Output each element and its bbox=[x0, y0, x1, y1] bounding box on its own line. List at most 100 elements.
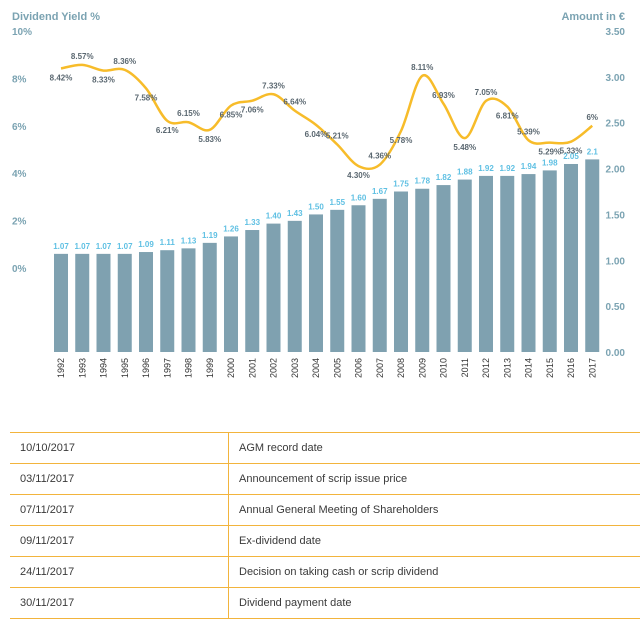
yield-label: 5.78% bbox=[390, 136, 413, 145]
amount-bar bbox=[266, 223, 281, 352]
x-tick-label: 1996 bbox=[141, 358, 151, 378]
x-tick-label: 2005 bbox=[332, 358, 342, 378]
amount-bar bbox=[585, 159, 600, 352]
amount-bar-label: 1.50 bbox=[308, 202, 324, 211]
yield-label: 5.21% bbox=[326, 132, 349, 141]
amount-bar bbox=[139, 252, 153, 352]
x-tick-label: 2016 bbox=[566, 358, 576, 378]
yield-label: 7.06% bbox=[241, 106, 264, 115]
yield-label: 8.36% bbox=[113, 57, 136, 66]
calendar-row: 07/11/2017 Annual General Meeting of Shar… bbox=[10, 494, 640, 526]
yield-label: 8.11% bbox=[411, 63, 433, 72]
yield-label: 5.48% bbox=[453, 143, 476, 152]
calendar-row: 30/11/2017 Dividend payment date bbox=[10, 587, 640, 619]
calendar-date: 07/11/2017 bbox=[10, 494, 229, 526]
left-tick-label: 4% bbox=[12, 169, 27, 180]
amount-bar-label: 1.07 bbox=[53, 242, 69, 251]
x-tick-label: 2015 bbox=[545, 358, 555, 378]
x-tick-label: 2014 bbox=[524, 358, 534, 378]
amount-bar-label: 1.67 bbox=[372, 187, 388, 196]
amount-bar-label: 1.07 bbox=[117, 242, 133, 251]
amount-bar-label: 1.82 bbox=[436, 173, 452, 182]
dividend-chart: Dividend Yield % Amount in € 10% 8% 6% 4% 2%… bbox=[12, 11, 626, 378]
x-tick-label: 1997 bbox=[162, 358, 172, 378]
x-tick-label: 1999 bbox=[205, 358, 215, 378]
amount-bar bbox=[500, 175, 515, 352]
amount-bars bbox=[54, 159, 600, 352]
amount-bar bbox=[479, 175, 493, 352]
yield-label: 6.21% bbox=[156, 126, 179, 135]
x-tick-label: 2002 bbox=[269, 358, 279, 378]
amount-bar-labels: 1.07 1.07 1.07 1.07 1.09 1.11 1.13 1.19 1.26 1.33… bbox=[53, 147, 598, 250]
x-tick-label: 1994 bbox=[99, 358, 109, 378]
amount-bar-label: 1.98 bbox=[542, 158, 558, 167]
amount-bar-label: 1.33 bbox=[244, 218, 260, 227]
amount-bar-label: 2.1 bbox=[587, 147, 599, 156]
amount-bar-label: 1.88 bbox=[457, 168, 473, 177]
x-tick-label: 2008 bbox=[396, 358, 406, 378]
x-tick-label: 2004 bbox=[311, 358, 321, 378]
amount-bar bbox=[54, 253, 68, 352]
calendar-row: 10/10/2017 AGM record date bbox=[10, 432, 640, 464]
yield-label: 5.39% bbox=[517, 127, 540, 136]
left-tick-label: 6% bbox=[12, 122, 27, 133]
right-tick-label: 0.50 bbox=[606, 302, 626, 313]
amount-bar bbox=[351, 205, 366, 352]
amount-bar bbox=[160, 250, 175, 352]
x-tick-label: 2011 bbox=[460, 358, 470, 377]
yield-label: 8.57% bbox=[71, 52, 94, 61]
calendar-date: 10/10/2017 bbox=[10, 432, 229, 464]
calendar-event: Decision on taking cash or scrip dividen… bbox=[228, 556, 640, 588]
dividend-calendar-table: 10/10/2017 AGM record date 03/11/2017 Annou… bbox=[10, 432, 640, 619]
left-axis-title: Dividend Yield % bbox=[12, 11, 100, 23]
amount-bar-label: 1.92 bbox=[499, 164, 515, 173]
calendar-row: 03/11/2017 Announcement of scrip issue pr… bbox=[10, 463, 640, 495]
amount-bar-label: 1.43 bbox=[287, 209, 303, 218]
x-axis-ticks: 1992 1993 1994 1995 1996 1997 1998 1999 2000 2001… bbox=[56, 358, 597, 378]
amount-bar-label: 1.94 bbox=[521, 162, 537, 171]
x-tick-label: 2007 bbox=[375, 358, 385, 378]
yield-label: 5.83% bbox=[198, 135, 221, 144]
x-tick-label: 1992 bbox=[56, 358, 66, 378]
calendar-date: 24/11/2017 bbox=[10, 556, 229, 588]
amount-bar bbox=[202, 242, 217, 352]
yield-label: 4.36% bbox=[368, 152, 391, 161]
x-tick-label: 1995 bbox=[120, 358, 130, 378]
right-tick-label: 1.50 bbox=[606, 210, 626, 221]
amount-bar bbox=[75, 253, 90, 352]
amount-bar bbox=[372, 198, 387, 352]
yield-label: 6.81% bbox=[496, 112, 519, 121]
calendar-event: Ex-dividend date bbox=[228, 525, 640, 557]
calendar-date: 09/11/2017 bbox=[10, 525, 229, 557]
amount-bar-label: 1.07 bbox=[74, 242, 90, 251]
amount-bar bbox=[521, 174, 536, 352]
left-tick-label: 0% bbox=[12, 264, 27, 275]
amount-bar-label: 1.78 bbox=[414, 177, 430, 186]
x-tick-label: 2013 bbox=[502, 358, 512, 378]
right-axis-title: Amount in € bbox=[561, 11, 625, 23]
amount-bar bbox=[181, 248, 196, 352]
left-tick-label: 2% bbox=[12, 217, 27, 228]
amount-bar-label: 2.05 bbox=[563, 152, 579, 161]
left-axis-ticks: 10% 8% 6% 4% 2% 0% bbox=[12, 27, 32, 275]
amount-bar bbox=[564, 163, 578, 352]
calendar-date: 03/11/2017 bbox=[10, 463, 229, 495]
yield-line-labels: 8.42% 8.57% 8.33% 8.36% 7.58% 6.21% 6.15% 5.83%… bbox=[50, 52, 598, 180]
calendar-event: Dividend payment date bbox=[228, 587, 640, 619]
right-axis-ticks: 3.50 3.00 2.50 2.00 1.50 1.00 0.50 0.00 bbox=[606, 27, 626, 359]
amount-bar-label: 1.11 bbox=[160, 238, 176, 247]
x-tick-label: 2017 bbox=[587, 358, 597, 378]
amount-bar-label: 1.75 bbox=[393, 180, 409, 189]
amount-bar-label: 1.26 bbox=[223, 224, 239, 233]
x-tick-label: 2009 bbox=[417, 358, 427, 378]
amount-bar-label: 1.13 bbox=[181, 236, 197, 245]
amount-bar-label: 1.09 bbox=[138, 240, 154, 249]
x-tick-label: 2006 bbox=[354, 358, 364, 378]
right-tick-label: 0.00 bbox=[606, 348, 626, 359]
amount-bar bbox=[415, 188, 430, 352]
yield-label: 6.64% bbox=[283, 98, 306, 107]
calendar-row: 09/11/2017 Ex-dividend date bbox=[10, 525, 640, 557]
amount-bar-label: 1.55 bbox=[329, 198, 345, 207]
amount-bar bbox=[245, 230, 260, 352]
yield-label: 8.42% bbox=[50, 73, 73, 82]
